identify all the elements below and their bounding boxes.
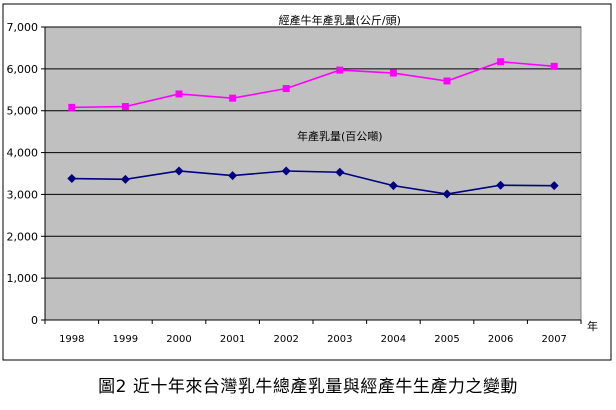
- y-tick-label: 4,000: [7, 147, 39, 160]
- data-point: [442, 189, 452, 199]
- y-tick-label: 3,000: [7, 188, 39, 201]
- data-point: [175, 90, 183, 98]
- series-line: [71, 60, 555, 109]
- x-tick-label: 2007: [541, 334, 566, 345]
- x-tick-label: 2003: [327, 334, 352, 345]
- y-tick-label: 6,000: [7, 63, 39, 76]
- data-point: [67, 174, 77, 184]
- data-point: [443, 77, 451, 85]
- x-tick-label: 2006: [488, 334, 513, 345]
- x-tick-label: 1998: [59, 334, 84, 345]
- y-tick-label: 1,000: [7, 272, 39, 285]
- x-tick-label: 2005: [434, 334, 459, 345]
- series-label: 年產乳量(百公噸): [297, 129, 383, 143]
- x-tick-label: 2001: [220, 334, 245, 345]
- y-tick-label: 2,000: [7, 230, 39, 243]
- data-point: [229, 94, 237, 102]
- series-labels: 經產牛年產乳量(公斤/頭) 年產乳量(百公噸): [279, 13, 401, 143]
- data-point: [68, 103, 76, 111]
- data-point: [336, 66, 344, 74]
- y-tick-label: 7,000: [7, 21, 39, 34]
- data-point: [549, 181, 559, 191]
- y-axis-ticks: 0 1,000 2,000 3,000 4,000 5,000 6,000 7,000: [7, 21, 45, 327]
- data-point: [121, 103, 129, 111]
- data-point: [496, 180, 506, 190]
- series-layer: [67, 58, 559, 199]
- plot-area: [44, 26, 582, 321]
- x-tick-label: 1999: [113, 334, 138, 345]
- y-tick-label: 0: [31, 314, 38, 327]
- x-tick-label: 2004: [381, 334, 406, 345]
- data-point: [174, 166, 184, 176]
- data-point: [550, 62, 558, 70]
- x-tick-label: 2000: [166, 334, 191, 345]
- data-point: [389, 69, 397, 77]
- data-point: [120, 174, 130, 184]
- data-point: [497, 58, 505, 66]
- figure-caption: 圖2 近十年來台灣乳牛總產乳量與經產牛生產力之變動: [98, 377, 518, 397]
- data-point: [281, 166, 291, 176]
- x-axis-unit: 年: [587, 319, 598, 333]
- data-point: [335, 167, 345, 177]
- data-point: [282, 85, 290, 93]
- y-tick-label: 5,000: [7, 105, 39, 118]
- series-label: 經產牛年產乳量(公斤/頭): [279, 13, 401, 27]
- data-point: [228, 171, 238, 181]
- series-1: [68, 58, 558, 111]
- gridlines: [45, 26, 581, 279]
- data-point: [388, 181, 398, 191]
- x-axis-ticks: 1998 1999 2000 2001 2002 2003 2004 2005 2006 2007: [44, 320, 582, 345]
- series-2: [67, 166, 559, 199]
- x-tick-label: 2002: [273, 334, 298, 345]
- series-line: [71, 170, 555, 195]
